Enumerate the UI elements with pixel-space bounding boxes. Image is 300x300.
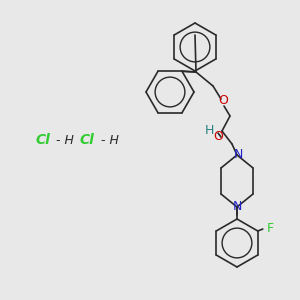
Text: Cl: Cl	[80, 133, 95, 147]
Text: O: O	[218, 94, 228, 107]
Text: H: H	[204, 124, 214, 137]
Text: - H: - H	[52, 134, 74, 146]
Text: F: F	[267, 223, 274, 236]
Text: N: N	[233, 148, 243, 161]
Text: O: O	[213, 130, 223, 143]
Text: Cl: Cl	[35, 133, 50, 147]
Text: - H: - H	[97, 134, 119, 146]
Text: N: N	[232, 200, 242, 214]
